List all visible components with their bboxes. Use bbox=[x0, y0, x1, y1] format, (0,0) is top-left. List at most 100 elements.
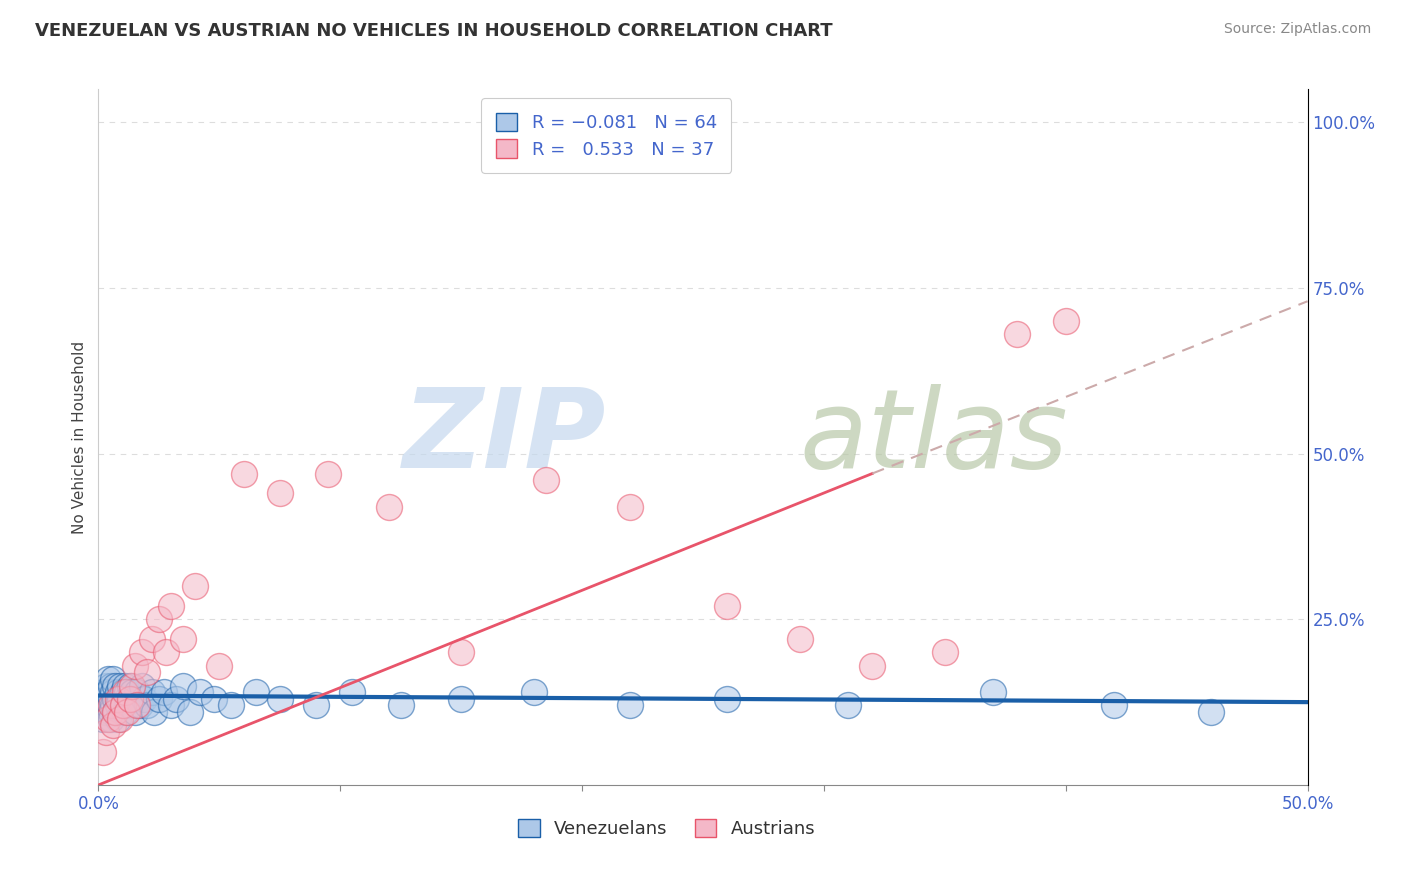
Point bbox=[100, 698, 122, 713]
Point bbox=[981, 685, 1004, 699]
Point bbox=[134, 691, 156, 706]
Point bbox=[114, 685, 136, 699]
Point bbox=[221, 698, 243, 713]
Point bbox=[108, 691, 131, 706]
Point bbox=[121, 679, 143, 693]
Point bbox=[108, 679, 131, 693]
Point bbox=[141, 632, 163, 647]
Point bbox=[269, 486, 291, 500]
Point bbox=[101, 672, 124, 686]
Point bbox=[118, 691, 141, 706]
Point bbox=[131, 679, 153, 693]
Point bbox=[111, 685, 134, 699]
Point bbox=[118, 698, 141, 713]
Point bbox=[1007, 327, 1029, 342]
Point bbox=[245, 685, 267, 699]
Point bbox=[104, 691, 127, 706]
Point bbox=[208, 658, 231, 673]
Point bbox=[94, 725, 117, 739]
Text: Source: ZipAtlas.com: Source: ZipAtlas.com bbox=[1223, 22, 1371, 37]
Point bbox=[172, 632, 194, 647]
Point bbox=[94, 691, 117, 706]
Point bbox=[131, 645, 153, 659]
Point bbox=[107, 691, 129, 706]
Point bbox=[101, 718, 124, 732]
Point bbox=[160, 599, 183, 613]
Point bbox=[94, 705, 117, 719]
Point bbox=[716, 599, 738, 613]
Point bbox=[860, 658, 883, 673]
Point bbox=[269, 691, 291, 706]
Point bbox=[619, 698, 641, 713]
Point bbox=[91, 685, 114, 699]
Point bbox=[172, 679, 194, 693]
Point bbox=[165, 691, 187, 706]
Point bbox=[305, 698, 328, 713]
Point bbox=[127, 698, 149, 713]
Point bbox=[188, 685, 211, 699]
Point bbox=[204, 691, 226, 706]
Point bbox=[107, 698, 129, 713]
Point bbox=[135, 665, 157, 680]
Point bbox=[97, 672, 120, 686]
Point bbox=[104, 705, 127, 719]
Point bbox=[837, 698, 859, 713]
Point bbox=[90, 698, 112, 713]
Text: atlas: atlas bbox=[800, 384, 1069, 491]
Point bbox=[148, 612, 170, 626]
Point bbox=[100, 679, 122, 693]
Point bbox=[342, 685, 364, 699]
Point bbox=[107, 712, 129, 726]
Point bbox=[111, 698, 134, 713]
Point bbox=[316, 467, 339, 481]
Point bbox=[141, 685, 163, 699]
Point bbox=[789, 632, 811, 647]
Point bbox=[111, 698, 134, 713]
Point bbox=[121, 685, 143, 699]
Point bbox=[124, 705, 146, 719]
Point bbox=[934, 645, 956, 659]
Point bbox=[619, 500, 641, 514]
Point bbox=[107, 685, 129, 699]
Point bbox=[1199, 705, 1222, 719]
Point bbox=[1102, 698, 1125, 713]
Point bbox=[114, 705, 136, 719]
Point bbox=[97, 698, 120, 713]
Point bbox=[127, 685, 149, 699]
Point bbox=[101, 698, 124, 713]
Point bbox=[232, 467, 254, 481]
Point bbox=[184, 579, 207, 593]
Text: ZIP: ZIP bbox=[402, 384, 606, 491]
Point bbox=[179, 705, 201, 719]
Point bbox=[117, 685, 139, 699]
Point bbox=[104, 705, 127, 719]
Point bbox=[152, 685, 174, 699]
Point bbox=[143, 705, 166, 719]
Point bbox=[450, 645, 472, 659]
Point bbox=[523, 685, 546, 699]
Point bbox=[118, 679, 141, 693]
Point bbox=[155, 645, 177, 659]
Point bbox=[377, 500, 399, 514]
Point bbox=[108, 712, 131, 726]
Point bbox=[160, 698, 183, 713]
Point bbox=[389, 698, 412, 713]
Point bbox=[148, 691, 170, 706]
Point bbox=[135, 698, 157, 713]
Point bbox=[124, 691, 146, 706]
Point bbox=[117, 705, 139, 719]
Legend: Venezuelans, Austrians: Venezuelans, Austrians bbox=[510, 812, 823, 846]
Point bbox=[1054, 314, 1077, 328]
Point bbox=[114, 679, 136, 693]
Point bbox=[716, 691, 738, 706]
Y-axis label: No Vehicles in Household: No Vehicles in Household bbox=[72, 341, 87, 533]
Point bbox=[101, 685, 124, 699]
Point bbox=[534, 473, 557, 487]
Point bbox=[97, 712, 120, 726]
Point bbox=[100, 712, 122, 726]
Point bbox=[450, 691, 472, 706]
Point bbox=[128, 698, 150, 713]
Point bbox=[124, 658, 146, 673]
Point bbox=[91, 712, 114, 726]
Point bbox=[117, 691, 139, 706]
